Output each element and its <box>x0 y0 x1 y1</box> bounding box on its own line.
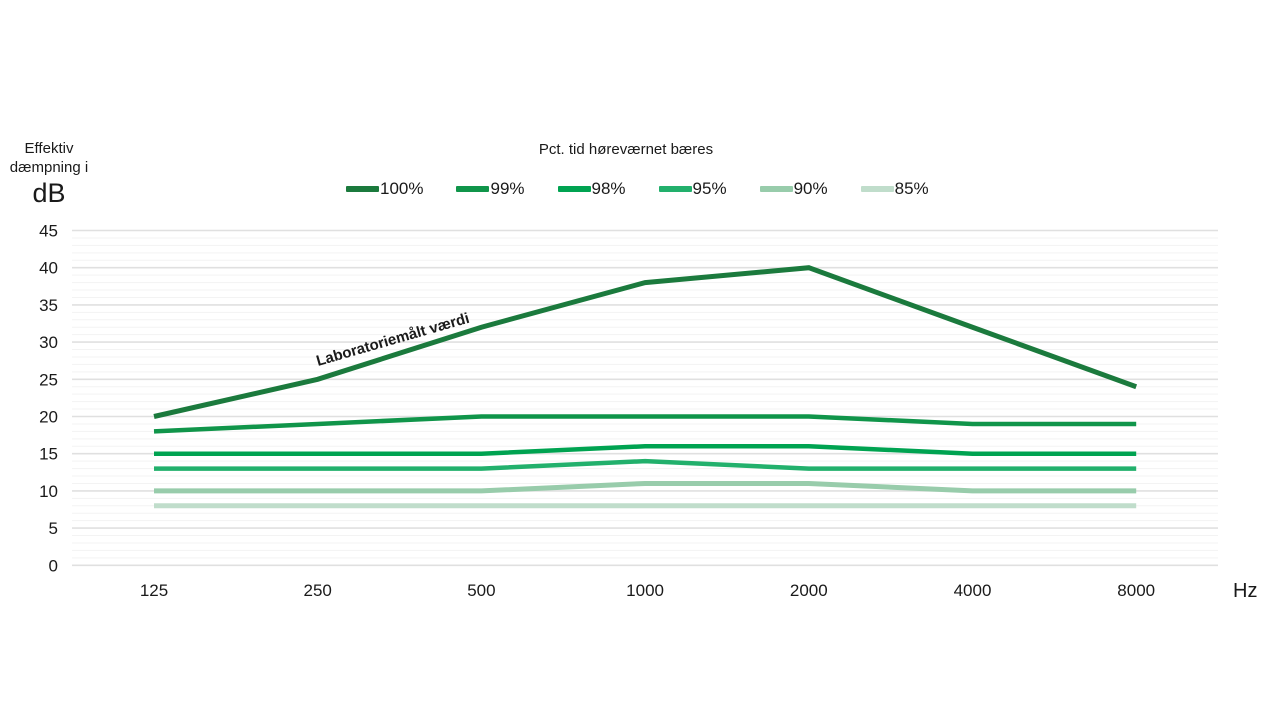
series-line-95 <box>154 458 1137 471</box>
x-tick-label: 125 <box>140 581 168 600</box>
y-tick-label: 35 <box>39 296 58 315</box>
legend-swatch-icon <box>456 185 490 192</box>
x-tick-label: 1000 <box>626 581 664 600</box>
legend-label: 98% <box>591 179 626 198</box>
y-tick-label: 10 <box>39 482 58 501</box>
legend-swatch-icon <box>759 185 793 192</box>
y-axis-title-line2: dæmpning i <box>9 159 89 176</box>
x-tick-label: 4000 <box>954 581 992 600</box>
x-tick-label: 250 <box>304 581 332 600</box>
legend-swatch-icon <box>860 185 894 192</box>
y-axis-title-line1: Effektiv <box>24 140 74 157</box>
y-tick-label: 20 <box>39 408 58 427</box>
series-line-99 <box>153 414 1137 434</box>
legend-label: 90% <box>793 179 828 198</box>
legend-item-100: 100% <box>346 180 423 197</box>
y-tick-label: 5 <box>49 519 58 538</box>
legend-swatch-icon <box>557 185 591 192</box>
series-line-100 <box>153 265 1138 419</box>
x-tick-label: 8000 <box>1117 581 1155 600</box>
y-tick-label: 40 <box>39 259 58 278</box>
legend-item-95: 95% <box>658 179 727 198</box>
legend-item-85: 85% <box>860 179 929 198</box>
legend-swatch-icon <box>658 185 692 192</box>
legend-label: 99% <box>490 179 525 198</box>
legend-item-99: 99% <box>456 179 525 198</box>
legend-label: 100% <box>380 179 424 198</box>
y-axis-title: Effektiv dæmpning i dB <box>0 139 98 208</box>
legend-swatch-icon <box>346 185 379 192</box>
series-line-90 <box>154 480 1137 494</box>
y-tick-label: 0 <box>49 556 58 575</box>
legend-label: 95% <box>692 179 727 198</box>
legend-item-90: 90% <box>759 179 828 198</box>
legend-label: 85% <box>894 179 929 198</box>
x-tick-label: 500 <box>467 581 495 600</box>
series-line-98 <box>154 444 1137 456</box>
chart-legend: 100% 99% 98% 95% 90% 85% <box>346 180 929 197</box>
y-tick-label: 30 <box>39 333 58 352</box>
y-tick-label: 45 <box>39 222 58 241</box>
y-tick-label: 15 <box>39 445 58 464</box>
legend-title: Pct. tid høreværnet bæres <box>538 141 714 158</box>
y-axis-unit-label: dB <box>32 178 66 208</box>
x-axis-unit-label: Hz <box>1233 580 1257 602</box>
y-tick-label: 25 <box>39 370 58 389</box>
legend-item-98: 98% <box>557 179 626 198</box>
x-tick-label: 2000 <box>790 581 828 600</box>
